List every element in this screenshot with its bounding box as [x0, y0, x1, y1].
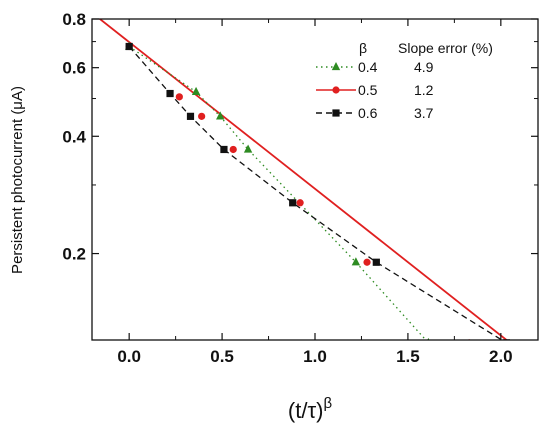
x-axis-title: (t/τ)β — [288, 395, 333, 423]
plot-content — [98, 19, 511, 340]
y-axis-title: Persistent photocurrent (μA) — [9, 86, 26, 274]
legend-marker-0.5 — [332, 86, 340, 94]
x-tick-label: 0.0 — [117, 347, 141, 366]
legend: β Slope error (%) 0.4 4.9 0.5 1.2 0.6 3.7 — [316, 40, 493, 121]
data-point-0.5 — [198, 112, 206, 120]
series-line-0.6 — [128, 46, 504, 340]
legend-label-0.6: 0.6 — [358, 105, 378, 121]
data-point-0.4 — [427, 337, 430, 340]
x-tick-label: 1.0 — [303, 347, 327, 366]
series-line-0.4 — [128, 45, 427, 340]
data-point-0.6 — [186, 112, 195, 120]
axes-ticks: 0.0 0.5 1.0 1.5 2.0 0.2 0.4 0.6 0.8 — [62, 10, 538, 366]
y-tick-label: 0.8 — [62, 10, 86, 29]
data-point-0.6 — [125, 42, 133, 51]
legend-marker-0.6 — [332, 109, 340, 117]
legend-marker-0.4 — [331, 62, 341, 71]
svg-text:(t/τ)β: (t/τ)β — [288, 395, 333, 423]
x-axis-title-base: (t/τ) — [288, 398, 324, 423]
data-point-0.6 — [289, 199, 297, 207]
data-point-0.5 — [175, 93, 183, 101]
legend-slope-error-0.4: 4.9 — [414, 59, 434, 75]
x-tick-label: 2.0 — [489, 347, 513, 366]
legend-label-0.5: 0.5 — [358, 82, 378, 98]
y-tick-label: 0.4 — [62, 127, 86, 146]
data-point-0.4 — [191, 86, 201, 96]
y-tick-label: 0.6 — [62, 59, 86, 78]
data-point-0.4 — [351, 257, 361, 266]
data-point-0.5 — [296, 199, 304, 207]
legend-slope-error-0.5: 1.2 — [414, 82, 434, 98]
fit-line — [98, 19, 508, 340]
data-point-0.4 — [216, 111, 225, 120]
data-point-0.6 — [166, 89, 174, 98]
legend-header-symbol: β — [359, 40, 367, 56]
data-point-0.5 — [229, 145, 237, 154]
data-point-0.5 — [363, 258, 371, 266]
data-point-0.6 — [372, 258, 380, 266]
x-axis-title-superscript: β — [323, 395, 332, 412]
legend-slope-error-0.6: 3.7 — [414, 105, 434, 121]
y-tick-label: 0.2 — [62, 245, 86, 264]
data-point-0.6 — [220, 145, 228, 154]
x-tick-label: 0.5 — [210, 347, 234, 366]
x-tick-label: 1.5 — [396, 347, 420, 366]
legend-header-value: Slope error (%) — [398, 40, 493, 56]
data-point-0.4 — [243, 144, 253, 153]
legend-label-0.4: 0.4 — [358, 59, 378, 75]
